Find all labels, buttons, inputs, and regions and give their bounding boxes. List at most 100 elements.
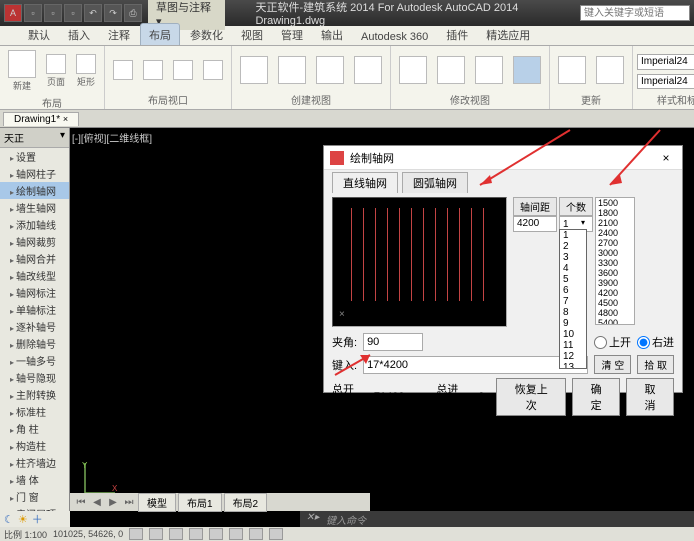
ribbon-btn-vp4[interactable] — [199, 48, 227, 91]
panel-item[interactable]: 主附转换 — [0, 386, 69, 403]
dropdown-item[interactable]: 13 — [560, 362, 586, 369]
ribbon-btn-base[interactable] — [236, 48, 272, 91]
dropdown-item[interactable]: 7 — [560, 296, 586, 307]
status-btn[interactable] — [189, 528, 203, 540]
ribbon-tab[interactable]: 视图 — [233, 24, 271, 45]
ribbon-btn-rect[interactable]: 矩形 — [72, 48, 100, 94]
value-list-item[interactable]: 4200 — [596, 288, 634, 298]
panel-item[interactable]: 设置 — [0, 148, 69, 165]
pick-button[interactable]: 拾 取 — [637, 355, 674, 374]
plus-icon[interactable]: ＋ — [32, 511, 43, 527]
help-search-input[interactable] — [580, 5, 690, 21]
panel-item[interactable]: 绘制轴网 — [0, 182, 69, 199]
ribbon-btn-auto[interactable] — [509, 48, 545, 91]
moon-icon[interactable]: ☾ — [4, 513, 14, 526]
ribbon-tab[interactable]: 注释 — [100, 24, 138, 45]
panel-item[interactable]: 构造柱 — [0, 437, 69, 454]
panel-item[interactable]: 轴网裁剪 — [0, 233, 69, 250]
document-tab[interactable]: Drawing1* × — [3, 112, 79, 126]
value-list[interactable]: 1500180021002400270030003300360039004200… — [595, 197, 635, 325]
ribbon-tab[interactable]: 精选应用 — [478, 24, 538, 45]
qat-save-icon[interactable]: ▫ — [64, 4, 82, 22]
panel-item[interactable]: 添加轴线 — [0, 216, 69, 233]
tab-nav-first[interactable]: ⏮ — [74, 497, 88, 508]
close-icon[interactable]: × — [63, 114, 68, 124]
ribbon-btn-detail[interactable] — [350, 48, 386, 91]
value-list-item[interactable]: 4500 — [596, 298, 634, 308]
status-btn[interactable] — [169, 528, 183, 540]
ribbon-btn-edit1[interactable] — [395, 48, 431, 91]
status-btn[interactable] — [269, 528, 283, 540]
status-btn[interactable] — [229, 528, 243, 540]
dropdown-item[interactable]: 2 — [560, 241, 586, 252]
status-btn[interactable] — [209, 528, 223, 540]
panel-item[interactable]: 单轴标注 — [0, 301, 69, 318]
ribbon-btn-edit2[interactable] — [433, 48, 469, 91]
panel-item[interactable]: 轴网柱子 — [0, 165, 69, 182]
dropdown-item[interactable]: 4 — [560, 263, 586, 274]
value-list-item[interactable]: 2700 — [596, 238, 634, 248]
radio-right[interactable]: 右进 — [637, 334, 674, 350]
panel-item[interactable]: 轴改线型 — [0, 267, 69, 284]
value-list-item[interactable]: 2400 — [596, 228, 634, 238]
tab-nav-prev[interactable]: ◀ — [90, 497, 104, 508]
status-btn[interactable] — [149, 528, 163, 540]
panel-item[interactable]: 一轴多号 — [0, 352, 69, 369]
panel-item[interactable]: 墙 体 — [0, 471, 69, 488]
panel-item[interactable]: 逐补轴号 — [0, 318, 69, 335]
ribbon-tab[interactable]: 默认 — [20, 24, 58, 45]
angle-input[interactable] — [363, 333, 423, 351]
value-list-item[interactable]: 3600 — [596, 268, 634, 278]
panel-item[interactable]: 删除轴号 — [0, 335, 69, 352]
ribbon-btn-symbol[interactable] — [471, 48, 507, 91]
value-list-item[interactable]: 5400 — [596, 318, 634, 325]
command-line[interactable]: ✕▸ 键入命令 — [300, 511, 694, 527]
ribbon-tab[interactable]: 插件 — [438, 24, 476, 45]
panel-item[interactable]: 轴号隐现 — [0, 369, 69, 386]
status-scale[interactable]: 比例 1:100 — [4, 528, 47, 541]
value-list-item[interactable]: 3300 — [596, 258, 634, 268]
cancel-button[interactable]: 取消 — [626, 378, 674, 416]
panel-item[interactable]: 轴网标注 — [0, 284, 69, 301]
tab-arc[interactable]: 圆弧轴网 — [402, 172, 468, 193]
tab-nav-next[interactable]: ▶ — [106, 497, 120, 508]
dropdown-item[interactable]: 1 — [560, 230, 586, 241]
ribbon-tab[interactable]: 参数化 — [182, 24, 231, 45]
value-list-item[interactable]: 2100 — [596, 218, 634, 228]
status-btn[interactable] — [129, 528, 143, 540]
ribbon-tab[interactable]: 布局 — [140, 23, 180, 45]
ok-button[interactable]: 确定 — [572, 378, 620, 416]
restore-button[interactable]: 恢复上次 — [496, 378, 566, 416]
qat-undo-icon[interactable]: ↶ — [84, 4, 102, 22]
style-combo-2[interactable]: Imperial24▾ — [637, 74, 694, 90]
panel-item[interactable]: 轴网合并 — [0, 250, 69, 267]
tab-linear[interactable]: 直线轴网 — [332, 172, 398, 193]
tab-layout2[interactable]: 布局2 — [224, 493, 268, 512]
ribbon-btn-update[interactable] — [592, 48, 628, 91]
qat-redo-icon[interactable]: ↷ — [104, 4, 122, 22]
ribbon-btn-vp1[interactable] — [109, 48, 137, 91]
ribbon-btn-page[interactable]: 页面 — [42, 48, 70, 94]
tab-nav-last[interactable]: ⏭ — [122, 497, 136, 508]
value-list-item[interactable]: 4800 — [596, 308, 634, 318]
radio-up[interactable]: 上开 — [594, 334, 631, 350]
ribbon-btn-autoupd[interactable] — [554, 48, 590, 91]
tab-model[interactable]: 模型 — [138, 493, 176, 512]
qat-open-icon[interactable]: ▫ — [44, 4, 62, 22]
spacing-cell[interactable] — [513, 216, 557, 232]
panel-menu-icon[interactable]: ▾ — [60, 130, 65, 145]
value-list-item[interactable]: 1800 — [596, 208, 634, 218]
ribbon-tab[interactable]: 输出 — [313, 24, 351, 45]
app-menu-icon[interactable]: A — [4, 4, 22, 22]
ribbon-tab[interactable]: Autodesk 360 — [353, 28, 436, 45]
key-input[interactable] — [363, 356, 588, 374]
dropdown-item[interactable]: 3 — [560, 252, 586, 263]
dropdown-item[interactable]: 11 — [560, 340, 586, 351]
panel-item[interactable]: 柱齐墙边 — [0, 454, 69, 471]
dropdown-item[interactable]: 5 — [560, 274, 586, 285]
panel-item[interactable]: 标准柱 — [0, 403, 69, 420]
dropdown-item[interactable]: 10 — [560, 329, 586, 340]
spacing-input[interactable] — [517, 218, 553, 229]
count-dropdown[interactable]: 123456789101112131415161718 — [559, 229, 587, 369]
dropdown-item[interactable]: 12 — [560, 351, 586, 362]
